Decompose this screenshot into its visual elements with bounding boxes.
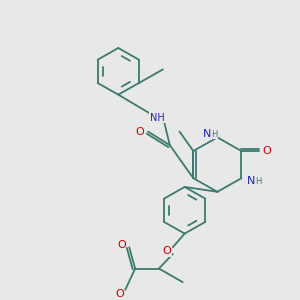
Text: H: H: [211, 130, 218, 139]
Text: N: N: [203, 130, 212, 140]
Text: O: O: [136, 127, 145, 136]
Text: O: O: [163, 246, 171, 256]
Text: O: O: [263, 146, 272, 156]
Text: NH: NH: [150, 113, 164, 123]
Text: N: N: [247, 176, 256, 186]
Text: H: H: [255, 177, 261, 186]
Text: O: O: [117, 240, 126, 250]
Text: O: O: [115, 289, 124, 299]
